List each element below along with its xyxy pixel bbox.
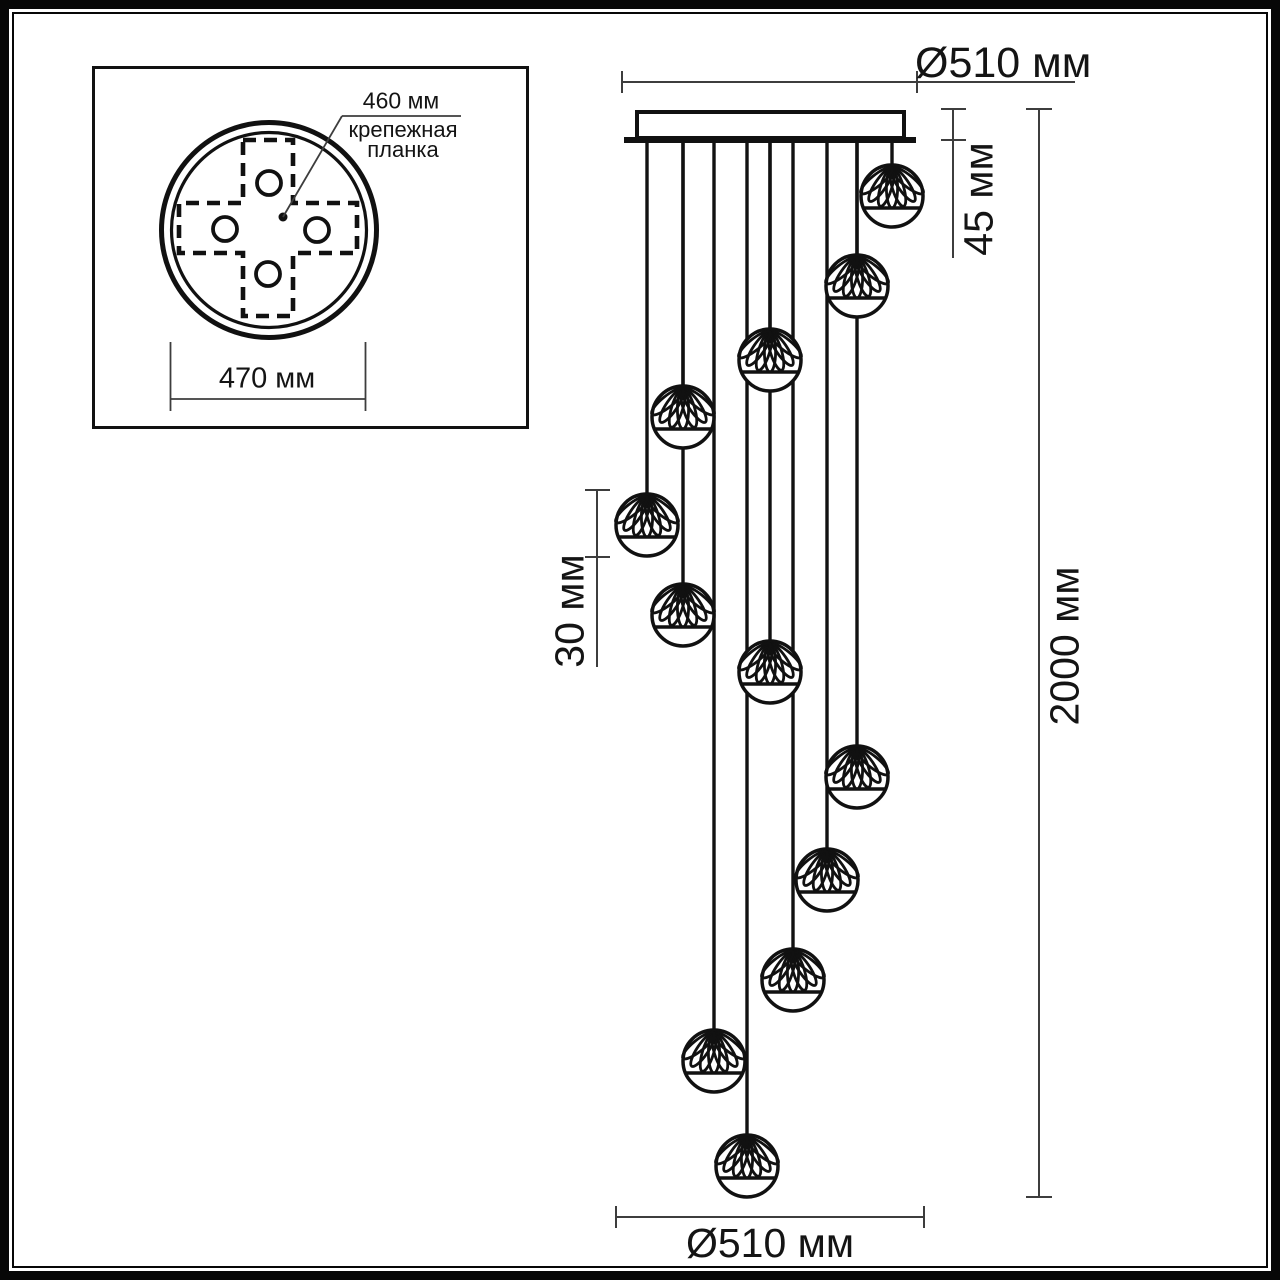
fixture (610, 110, 929, 1199)
mounting-hole-top (255, 169, 283, 197)
ball-offset-label: 30 мм (546, 554, 593, 668)
pendant-ball (790, 845, 864, 913)
pendant-ball (820, 251, 894, 319)
pendant-ball (855, 161, 929, 229)
overall-height-label: 2000 мм (1041, 566, 1088, 726)
pendant-ball (646, 382, 720, 450)
dimension-lines (585, 71, 1075, 1228)
canopy-diameter-label: Ø510 мм (915, 39, 1092, 87)
canopy-height-label: 45 мм (955, 142, 1002, 256)
inset-leader-and-dims (169, 115, 461, 411)
bracket-length-label: 460 мм (362, 87, 440, 114)
pendant-ball (820, 742, 894, 810)
bracket-name-line2: планка (367, 137, 439, 162)
pendant-ball (710, 1131, 784, 1199)
mounting-hole-right (303, 216, 331, 244)
leader-line (282, 115, 343, 218)
mounting-bracket-cross-dashed (176, 137, 360, 319)
drawing-canvas (159, 71, 1075, 1228)
mounting-hole-left (211, 215, 239, 243)
bracket-name-line1: крепежная (348, 116, 458, 142)
plate-diameter-label: 470 мм (218, 362, 316, 395)
plate-inner-circle (169, 130, 369, 330)
ceiling-canopy-body (635, 110, 906, 140)
mounting-hole-bottom (254, 260, 282, 288)
bracket-name-label: крепежная планка (348, 116, 458, 162)
pendant-ball (756, 945, 830, 1013)
pendant-ball (677, 1026, 751, 1094)
inset-top-view (159, 115, 461, 411)
spread-diameter-label: Ø510 мм (685, 1220, 855, 1266)
plate-outer-circle (159, 120, 379, 340)
cords-layer (645, 140, 894, 1137)
pendant-ball (610, 490, 684, 558)
pendant-ball (646, 580, 720, 648)
